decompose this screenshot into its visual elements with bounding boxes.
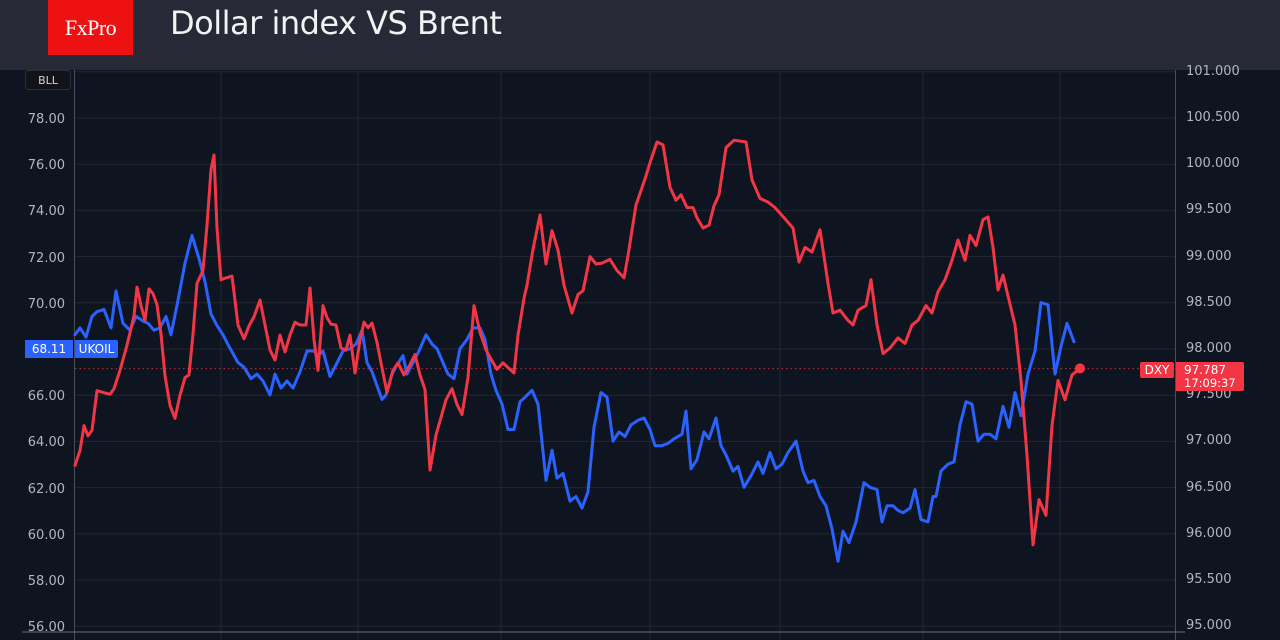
left-axis-tick: 70.00	[27, 296, 65, 312]
page-title: Dollar index VS Brent	[170, 4, 502, 42]
right-axis-tick: 99.500	[1186, 202, 1232, 218]
ukoil-symbol-label: UKOIL	[75, 340, 118, 358]
chart-area[interactable]: BLL 78.00 76.00 74.00 72.00 70.00 66.00 64.00 6…	[0, 64, 1280, 640]
left-axis-tick: 76.00	[27, 158, 65, 174]
right-axis-tick: 95.500	[1186, 572, 1232, 587]
ukoil-symbol: UKOIL	[78, 342, 115, 356]
right-axis-tick: 96.500	[1186, 479, 1232, 495]
right-axis-tick: 99.000	[1186, 248, 1232, 264]
dxy-symbol: DXY	[1144, 363, 1170, 377]
left-axis-tick: 66.00	[27, 389, 65, 405]
fxpro-logo: FxPro	[48, 0, 133, 55]
left-axis-tick: 64.00	[27, 435, 65, 451]
chart-plot[interactable]	[0, 70, 1280, 640]
dxy-price-value: 97.787	[1184, 363, 1226, 377]
right-axis-tick: 98.500	[1186, 294, 1232, 310]
ukoil-line[interactable]	[73, 234, 1076, 563]
dxy-last-point-marker	[1075, 363, 1085, 374]
left-axis-tick: 58.00	[27, 574, 65, 589]
header-bar: FxPro Dollar index VS Brent	[0, 0, 1280, 70]
left-axis-tick: 72.00	[27, 250, 65, 266]
left-axis-tick: 56.00	[27, 620, 65, 636]
left-axis-unit-badge[interactable]: BLL	[25, 70, 71, 90]
dxy-symbol-label: DXY	[1140, 362, 1174, 378]
right-axis-tick: 97.000	[1186, 433, 1232, 449]
right-axis-tick: 98.000	[1186, 341, 1232, 356]
right-axis-tick: 100.500	[1186, 110, 1240, 125]
dxy-countdown: 17:09:37	[1184, 376, 1236, 390]
left-axis-tick: 78.00	[27, 112, 65, 127]
right-axis-tick: 100.000	[1186, 156, 1240, 172]
dxy-line[interactable]	[73, 138, 1082, 547]
right-axis-tick: 95.000	[1186, 618, 1232, 634]
left-axis-tick: 62.00	[27, 481, 65, 497]
ukoil-price-value: 68.11	[31, 342, 67, 356]
dxy-price-label: 97.787 17:09:37	[1176, 362, 1244, 391]
left-axis-tick: 60.00	[27, 527, 65, 543]
ukoil-price-label: 68.11	[25, 340, 73, 358]
right-axis-tick: 96.000	[1186, 525, 1232, 541]
right-axis-tick: 101.000	[1186, 63, 1240, 79]
left-axis-tick: 74.00	[27, 204, 65, 220]
